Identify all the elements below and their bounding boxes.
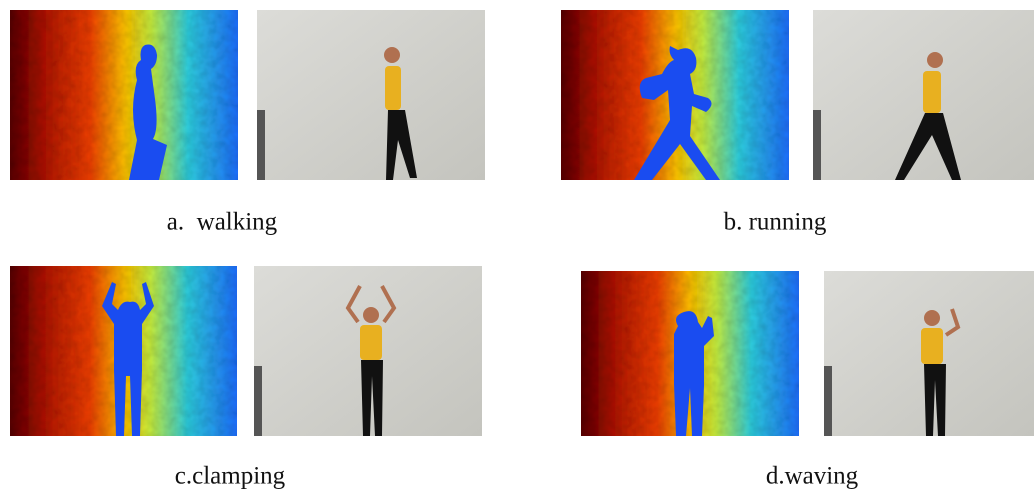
panel-a: [10, 10, 485, 180]
person-shirt: [360, 325, 382, 360]
depth-image: [10, 10, 238, 180]
person-head: [363, 307, 379, 323]
panel-b: [561, 10, 1034, 180]
rgb-door: [813, 110, 821, 180]
rgb-door: [254, 366, 262, 436]
person-shirt: [921, 328, 943, 364]
figure: a. walking b. running c.clamping d.wavin…: [0, 0, 1034, 495]
person-shirt: [385, 66, 401, 110]
rgb-door: [257, 110, 265, 180]
person-head: [924, 310, 940, 326]
person-head: [384, 47, 400, 63]
caption: d.waving: [766, 463, 859, 490]
caption: c.clamping: [175, 463, 286, 490]
caption: a. walking: [167, 209, 278, 236]
caption: b. running: [724, 209, 827, 236]
person-head: [927, 52, 943, 68]
panel-c: [10, 266, 482, 436]
panel-d: [581, 271, 1034, 436]
person-shirt: [923, 71, 941, 113]
rgb-door: [824, 366, 832, 436]
rgb-image: [257, 10, 485, 180]
